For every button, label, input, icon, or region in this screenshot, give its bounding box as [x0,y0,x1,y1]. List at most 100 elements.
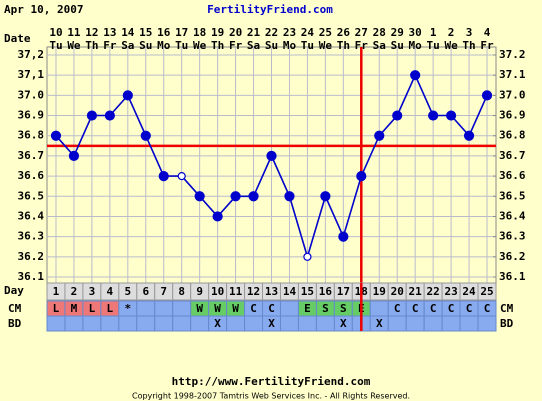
cm-code: L [89,302,96,315]
y2-tick-label: 37.2 [499,48,526,61]
cycle-day: 14 [283,285,297,298]
footer-copyright: Copyright 1998-2007 Tamtris Web Services… [132,392,410,401]
bd-mark: X [214,317,221,330]
x-tick-label: 1 [430,26,437,39]
weekday-label: We [319,39,333,52]
y-tick-label: 37.0 [18,88,45,101]
temperature-point [248,191,259,202]
footer-url: http://www.FertilityFriend.com [172,375,371,388]
temperature-point [86,110,98,121]
bd-cell [46,315,66,332]
cm-code: M [71,302,78,315]
cycle-day: 13 [265,285,278,298]
temperature-point [392,110,403,121]
y-tick-label: 36.4 [18,209,45,222]
bd-cell [477,315,497,332]
temperature-point [463,130,475,141]
weekday-label: Su [139,39,152,52]
temperature-point [230,191,241,202]
cm-code: W [214,302,221,315]
bd-cell [118,315,138,332]
bd-cell [405,315,425,332]
cycle-day: 21 [409,285,423,298]
bd-cell [244,315,264,332]
weekday-label: Th [337,39,350,52]
temperature-point [374,130,385,141]
cm-code: C [466,302,473,315]
weekday-label: Fr [480,39,494,52]
x-tick-label: 25 [319,26,332,39]
cycle-day: 23 [444,285,457,298]
bd-cell [82,315,102,332]
y-tick-label: 36.7 [18,149,45,162]
bd-cell [423,315,443,332]
y2-tick-label: 37.1 [499,68,526,81]
x-tick-label: 18 [193,26,206,39]
y-tick-label: 37,1 [18,68,45,81]
cycle-day: 7 [160,285,167,298]
temperature-point [428,110,439,121]
weekday-label: Tu [49,39,62,52]
temperature-point [303,252,312,261]
bd-mark: X [340,317,347,330]
cm-code: S [322,302,329,315]
row-label: CM [500,302,514,315]
weekday-label: Fr [355,39,369,52]
weekday-label: We [193,39,207,52]
cycle-day: 24 [462,285,476,298]
weekday-label: Tu [427,39,440,52]
bd-mark: X [376,317,383,330]
x-tick-label: 4 [484,26,491,39]
weekday-label: Tu [175,39,188,52]
temperature-point [50,130,62,141]
x-tick-label: 16 [157,26,171,39]
bd-cell [387,315,407,332]
y-tick-label: 37,2 [18,48,45,61]
temperature-point [104,110,115,121]
temperature-point [356,170,367,182]
y2-tick-label: 36.3 [499,230,526,243]
cm-code: W [196,302,203,315]
x-tick-label: 28 [373,26,386,39]
weekday-label: Th [462,39,475,52]
y2-tick-label: 37.0 [499,88,526,101]
day-cell [477,282,497,301]
cycle-day: 6 [142,285,149,298]
cycle-day: 15 [301,285,314,298]
x-tick-label: 27 [355,26,368,39]
x-tick-label: 26 [337,26,351,39]
cycle-day: 22 [427,285,440,298]
x-tick-label: 29 [391,26,404,39]
y-tick-label: 36.1 [18,270,45,283]
cycle-day: 25 [480,285,493,298]
weekday-label: Fr [103,39,117,52]
bd-cell [459,315,479,332]
cycle-day: 3 [89,285,96,298]
bd-cell [136,315,156,332]
y2-tick-label: 36.7 [499,149,526,162]
temperature-point [446,110,457,121]
cm-cell [369,300,389,317]
y-tick-label: 36.6 [18,169,45,182]
x-tick-label: 13 [103,26,116,39]
cm-code: C [412,302,419,315]
weekday-label: Mo [157,39,171,52]
row-label: BD [500,317,514,330]
cm-cell [154,300,174,317]
temperature-point [212,211,223,222]
bd-cell [279,315,299,332]
cm-code: C [394,302,401,315]
cm-code: C [448,302,455,315]
weekday-label: Mo [283,39,297,52]
cm-code: W [232,302,239,315]
bd-cell [172,315,192,332]
x-tick-label: 3 [466,26,473,39]
bd-cell [441,315,461,332]
cycle-day: 9 [196,285,203,298]
weekday-label: Mo [409,39,423,52]
cm-code: L [107,302,114,315]
row-label: Day [4,284,24,297]
row-label: BD [8,317,22,330]
x-tick-label: 15 [139,26,152,39]
